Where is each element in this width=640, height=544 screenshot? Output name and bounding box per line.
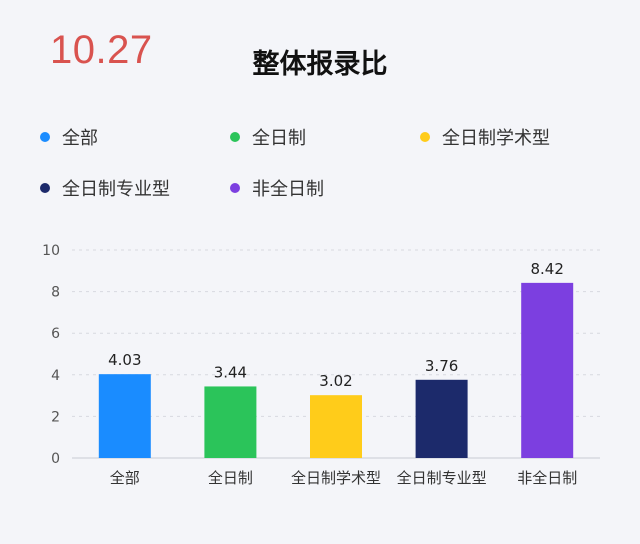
- legend-item-fulltime: 全日制: [230, 124, 306, 150]
- x-tick-label: 全日制学术型: [291, 469, 381, 487]
- date-label: 10.27: [50, 28, 153, 72]
- data-label: 3.76: [425, 357, 458, 375]
- x-tick-label: 非全日制: [517, 469, 577, 487]
- data-label: 3.44: [214, 363, 247, 381]
- bar: [310, 395, 362, 458]
- legend-dot: [420, 132, 430, 142]
- legend-item-professional: 全日制专业型: [40, 175, 170, 201]
- legend-dot: [40, 183, 50, 193]
- legend-label: 非全日制: [252, 179, 324, 200]
- x-tick-label: 全部: [110, 469, 140, 487]
- legend-item-all: 全部: [40, 124, 98, 150]
- legend-label: 全部: [62, 128, 98, 149]
- x-tick-label: 全日制专业型: [397, 469, 487, 487]
- bar: [415, 379, 468, 458]
- x-tick-label: 全日制: [208, 469, 253, 487]
- y-tick-label: 10: [42, 243, 60, 259]
- legend-label: 全日制: [252, 128, 306, 149]
- legend-label: 全日制学术型: [442, 128, 550, 149]
- data-label: 3.02: [319, 372, 352, 390]
- data-label: 8.42: [530, 260, 563, 278]
- legend-label: 全日制专业型: [62, 179, 170, 200]
- data-label: 4.03: [108, 351, 141, 369]
- y-tick-label: 0: [51, 451, 60, 467]
- y-tick-label: 6: [51, 326, 60, 342]
- y-tick-label: 2: [51, 409, 60, 425]
- legend-item-parttime: 非全日制: [230, 175, 324, 201]
- bar: [98, 374, 151, 458]
- legend-item-academic: 全日制学术型: [420, 124, 550, 150]
- bar: [204, 386, 257, 458]
- chart-title: 整体报录比: [252, 49, 388, 80]
- y-tick-label: 4: [51, 368, 60, 384]
- legend-dot: [230, 132, 240, 142]
- bar: [521, 282, 574, 458]
- y-tick-label: 8: [51, 285, 60, 301]
- legend-dot: [230, 183, 240, 193]
- legend-dot: [40, 132, 50, 142]
